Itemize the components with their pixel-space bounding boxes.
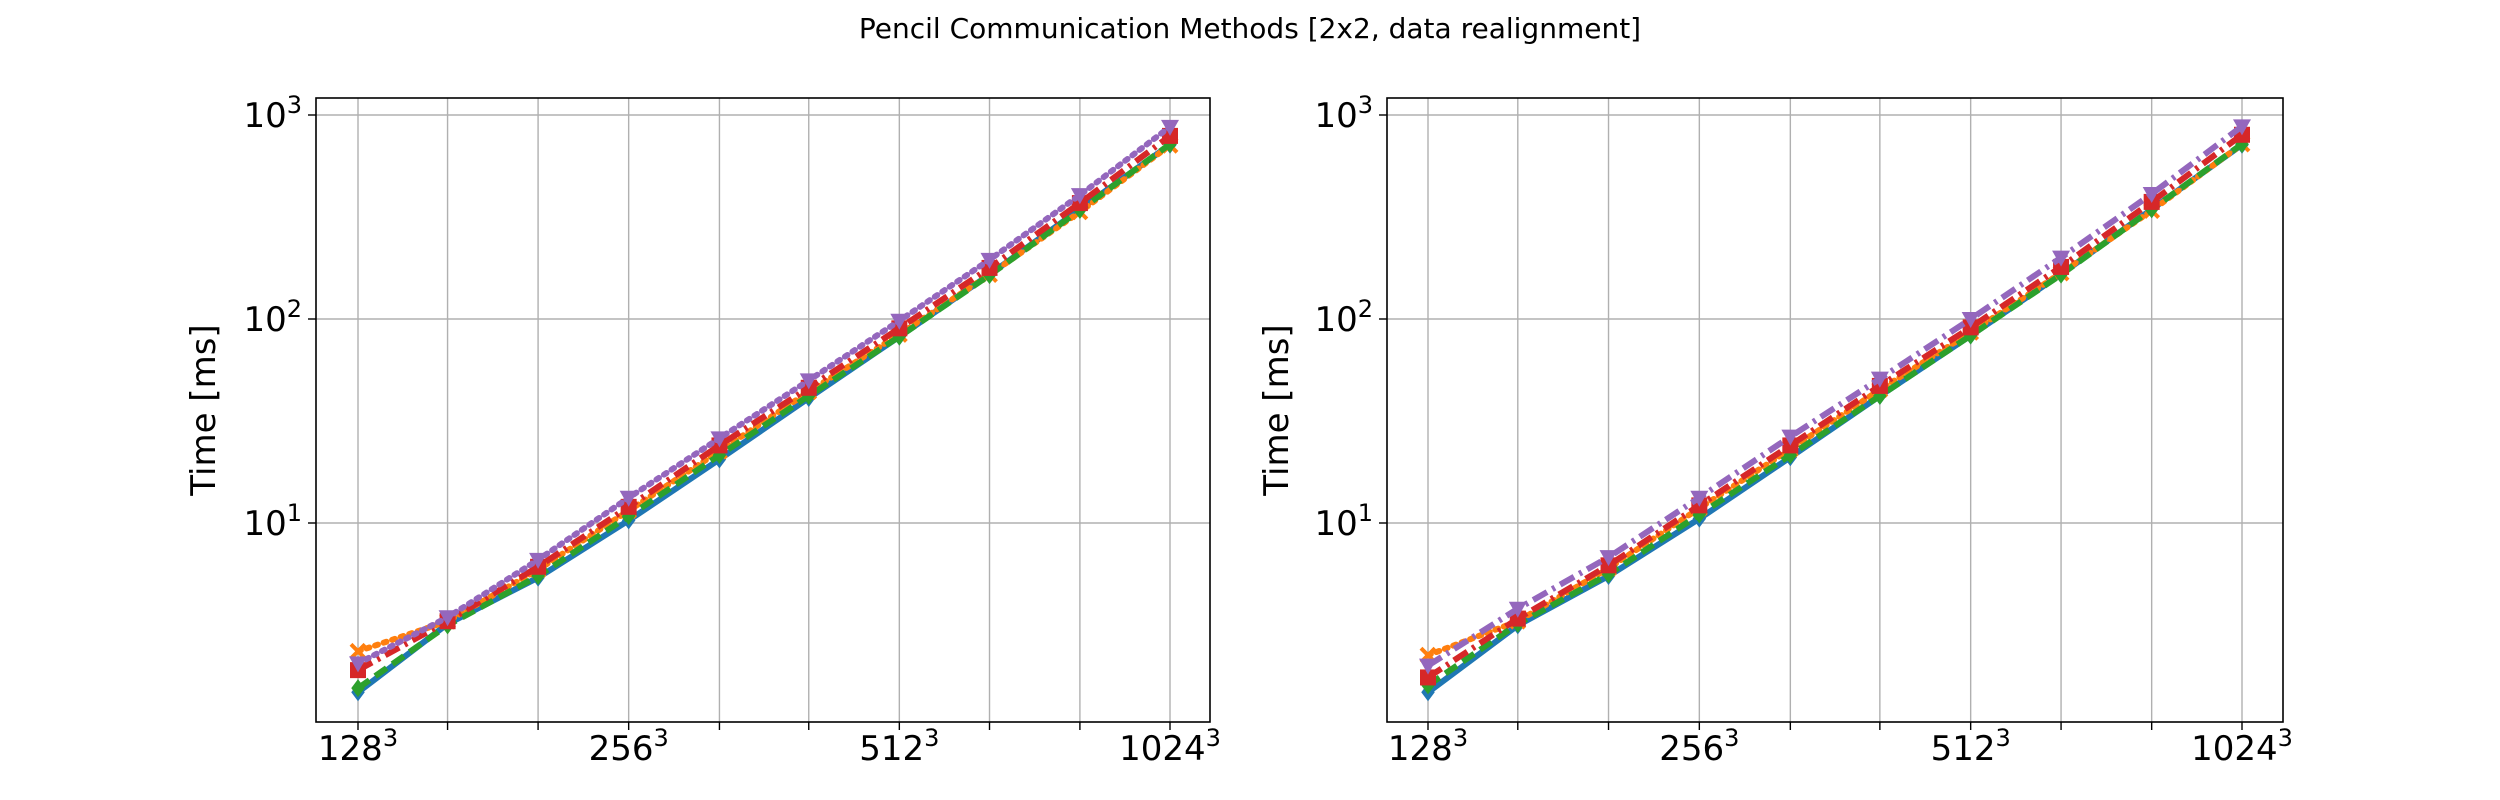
x-tick-label: 5123 <box>1931 724 2011 769</box>
data-point <box>620 498 637 515</box>
series-line <box>1426 132 2244 680</box>
y-tick-label: 103 <box>1314 91 1373 136</box>
series-3 <box>1420 126 2250 686</box>
series-line <box>356 141 1172 691</box>
data-point <box>438 610 457 627</box>
y-tick-label: 102 <box>243 295 302 340</box>
x-tick-label: 5123 <box>859 724 939 769</box>
y-tick-label: 101 <box>1314 499 1373 544</box>
y-axis-label: Time [ms] <box>1257 324 1297 496</box>
data-point <box>1161 119 1179 136</box>
data-point <box>799 373 818 390</box>
data-point <box>349 656 367 673</box>
data-point <box>1961 312 1980 328</box>
data-point <box>1599 550 1618 567</box>
plot-right: 1283 2563 5123 10243 101 102 103 Time [ms] <box>1257 91 2293 769</box>
series-line <box>1426 123 2244 669</box>
series-4 <box>1419 119 2251 675</box>
data-point <box>710 431 729 448</box>
data-point <box>1508 601 1527 618</box>
data-point <box>619 490 638 507</box>
data-point <box>1690 490 1709 507</box>
series-line <box>355 123 1173 667</box>
series-line <box>356 133 1172 673</box>
x-tick-label: 1283 <box>1388 724 1468 769</box>
data-point <box>1420 669 1436 686</box>
data-point <box>621 507 636 526</box>
series-line <box>1426 141 2244 688</box>
grid <box>1387 98 2283 722</box>
series-4 <box>349 119 1179 673</box>
data-point <box>1419 658 1437 675</box>
x-tick-label: 10243 <box>1119 724 1221 769</box>
x-tick-label: 2563 <box>1659 724 1739 769</box>
series-line <box>1425 141 2245 659</box>
x-tick-label: 10243 <box>2191 724 2293 769</box>
data-point <box>1781 429 1800 446</box>
data-point <box>529 552 548 569</box>
data-point <box>1070 188 1089 205</box>
y-tick-label: 102 <box>1314 295 1373 340</box>
y-tick-label: 101 <box>243 499 302 544</box>
grid <box>316 98 1210 722</box>
data-point <box>1692 505 1707 524</box>
data-point <box>351 679 365 698</box>
x-tick-label: 1283 <box>318 724 398 769</box>
series-2 <box>1421 135 2249 695</box>
axes-frame <box>315 97 1211 723</box>
plot-left: 1283 2563 5123 10243 101 102 103 Time [ms] <box>184 91 1221 769</box>
data-point <box>2052 250 2071 267</box>
y-axis-label: Time [ms] <box>184 324 224 496</box>
x-tick-label: 2563 <box>589 724 669 769</box>
axes-frame <box>1386 97 2284 723</box>
data-point <box>2142 186 2161 203</box>
data-point <box>890 313 909 330</box>
figure-title: Pencil Communication Methods [2x2, data … <box>859 12 1641 45</box>
data-point-stroke <box>349 642 367 660</box>
data-point <box>349 642 367 660</box>
y-tick-label: 103 <box>243 91 302 136</box>
data-point <box>2233 119 2251 136</box>
data-point <box>1870 371 1889 388</box>
data-point <box>980 252 999 269</box>
